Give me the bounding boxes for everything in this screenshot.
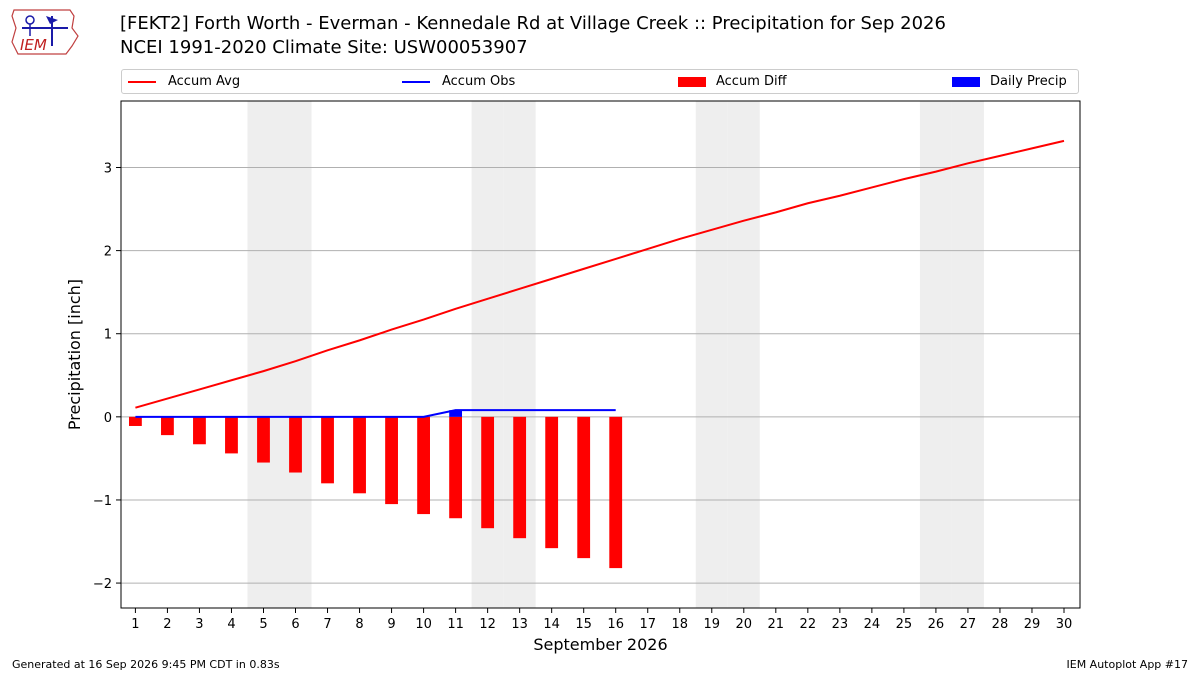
axes: [116, 100, 1081, 613]
y-tick-label: −1: [93, 494, 112, 509]
x-tick-label: 6: [291, 617, 299, 632]
legend-label-accum-diff: Accum Diff: [716, 74, 787, 89]
accum-diff-bar-day-14: [545, 416, 559, 549]
accum-diff-bar-day-7: [321, 416, 334, 484]
x-tick-label: 15: [575, 617, 592, 632]
legend-item-accum-obs: Accum Obs: [402, 70, 515, 93]
accum-diff-bar-day-4: [225, 416, 238, 454]
weekend-band-day-5: [247, 101, 280, 608]
accum-diff-bar-day-3: [193, 416, 206, 445]
x-tick-label: 22: [800, 617, 817, 632]
accum-diff-bar-day-9: [385, 416, 398, 505]
y-gridlines: [121, 166, 1080, 584]
chart-title: [FEKT2] Forth Worth - Everman - Kennedal…: [120, 13, 946, 34]
x-tick-label: 1: [131, 617, 139, 632]
legend: Accum Avg Accum Obs Accum Diff Daily Pre…: [121, 69, 1079, 94]
x-tick-label: 21: [768, 617, 785, 632]
iem-logo: IEM: [8, 6, 80, 58]
x-tick-label: 8: [355, 617, 363, 632]
x-tick-label: 17: [639, 617, 656, 632]
x-tick-label: 10: [415, 617, 432, 632]
bars: [129, 410, 623, 569]
y-tick-label: 3: [104, 161, 112, 176]
legend-swatch-daily-precip: [952, 76, 980, 87]
plot-frame: [120, 100, 1081, 609]
x-tick-label: 23: [832, 617, 849, 632]
weekend-band-day-12: [471, 101, 504, 608]
accum-diff-bar-day-11: [449, 416, 463, 519]
weekend-band-day-20: [727, 101, 760, 608]
x-tick-label: 14: [543, 617, 560, 632]
legend-swatch-accum-avg: [128, 80, 156, 83]
x-tick-label: 19: [703, 617, 720, 632]
accum-diff-bar-day-5: [257, 416, 270, 463]
x-tick-label: 27: [960, 617, 977, 632]
accum-diff-bar-day-8: [353, 416, 366, 494]
x-tick-label: 29: [1024, 617, 1041, 632]
weekend-shading: [247, 101, 984, 608]
accum-diff-bar-day-6: [289, 416, 302, 473]
x-axis-label: September 2026: [533, 635, 667, 654]
x-tick-label: 5: [259, 617, 267, 632]
y-tick-label: 2: [104, 245, 112, 260]
x-tick-label: 9: [387, 617, 395, 632]
x-tick-label: 24: [864, 617, 881, 632]
legend-label-accum-avg: Accum Avg: [168, 74, 241, 89]
x-tick-label: 7: [323, 617, 331, 632]
lines: [135, 139, 1065, 418]
legend-swatch-accum-obs: [402, 80, 430, 83]
x-tick-label: 2: [163, 617, 171, 632]
legend-swatch-accum-diff: [678, 76, 706, 87]
x-tick-label: 12: [479, 617, 496, 632]
x-tick-label: 18: [671, 617, 688, 632]
legend-item-accum-diff: Accum Diff: [678, 70, 787, 93]
x-tick-label: 20: [736, 617, 753, 632]
accum-diff-bar-day-1: [129, 416, 142, 426]
x-tick-label: 3: [195, 617, 203, 632]
y-tick-label: 1: [104, 328, 112, 343]
accum-diff-bar-day-16: [609, 416, 623, 569]
footer-app: IEM Autoplot App #17: [1066, 658, 1189, 671]
x-tick-label: 13: [511, 617, 528, 632]
svg-text:IEM: IEM: [20, 36, 47, 54]
y-tick-labels: −2 −1 0 1 2 3: [93, 161, 112, 592]
y-tick-label: −2: [93, 577, 112, 592]
x-tick-label: 11: [447, 617, 464, 632]
x-tick-label: 26: [928, 617, 945, 632]
y-axis-label: Precipitation [inch]: [65, 279, 84, 430]
accum-diff-bar-day-13: [513, 416, 527, 539]
weekend-band-day-27: [951, 101, 984, 608]
weekend-band-day-26: [919, 101, 952, 608]
legend-label-accum-obs: Accum Obs: [442, 74, 516, 89]
x-tick-label: 28: [992, 617, 1009, 632]
x-tick-label: 16: [607, 617, 624, 632]
weekend-band-day-19: [695, 101, 728, 608]
legend-item-daily-precip: Daily Precip: [952, 70, 1067, 93]
legend-item-accum-avg: Accum Avg: [128, 70, 240, 93]
chart-subtitle: NCEI 1991-2020 Climate Site: USW00053907: [120, 37, 528, 58]
accum-diff-bar-day-15: [577, 416, 591, 559]
accum-obs-line: [135, 409, 616, 418]
x-tick-label: 30: [1056, 617, 1073, 632]
x-tick-labels: 1 2 3 4 5 6 7 8 9 10 11 12 13 14 15 16 17 18 19 20 21 22 23 24 2…: [131, 617, 1072, 632]
y-tick-label: 0: [104, 411, 112, 426]
accum-diff-bar-day-2: [161, 416, 174, 436]
accum-diff-bar-day-12: [481, 416, 495, 529]
legend-label-daily-precip: Daily Precip: [990, 74, 1067, 89]
footer-generated: Generated at 16 Sep 2026 9:45 PM CDT in …: [12, 658, 280, 671]
x-tick-label: 4: [227, 617, 235, 632]
accum-diff-bar-day-10: [417, 416, 430, 515]
x-tick-label: 25: [896, 617, 913, 632]
accum-avg-line: [135, 139, 1065, 409]
weekend-band-day-6: [279, 101, 312, 608]
daily-precip-bar-day-11: [449, 410, 463, 417]
